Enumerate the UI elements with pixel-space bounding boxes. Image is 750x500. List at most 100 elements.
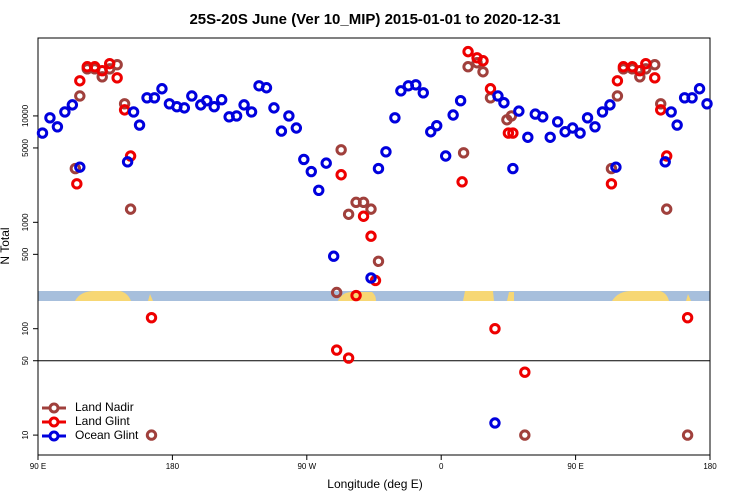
point [681,311,694,324]
y-tick-label: 10000 [21,104,30,127]
point [111,72,123,84]
point [589,121,601,133]
point [477,66,489,78]
point [59,106,71,118]
point [365,272,377,284]
point [611,75,624,87]
point [71,178,83,190]
point [513,105,525,117]
map-strip [38,291,710,301]
x-tick-label: 90 E [30,462,46,471]
land-strip [507,292,514,301]
point [492,90,504,102]
point [230,110,243,122]
point [659,156,671,168]
point [290,122,303,134]
point [335,169,347,181]
point [118,98,131,110]
point [551,116,564,128]
point [145,311,158,324]
point [96,65,108,77]
point [121,156,134,168]
point [133,119,146,131]
point [693,83,706,95]
point [36,127,49,139]
point [447,109,459,121]
land-strip [463,291,494,301]
y-tick-label: 50 [21,356,30,365]
point [581,112,594,124]
point [655,98,667,110]
y-tick-label: 100 [21,321,30,335]
point [462,61,474,73]
point [544,131,556,143]
point [148,92,161,104]
point [357,210,370,222]
legend-marker [48,416,60,428]
land-strip [612,291,669,301]
point [327,250,340,262]
point [380,146,392,158]
point [484,83,497,95]
point [596,106,609,118]
point [489,417,501,429]
y-tick-label: 10 [21,430,30,439]
point [330,286,343,299]
plot-frame [37,37,711,456]
point [127,106,140,118]
point [671,119,683,131]
point [260,82,273,94]
point [686,92,698,104]
point [365,230,377,242]
legend-marker [48,430,60,442]
y-tick-label: 500 [21,247,30,261]
point [502,127,515,139]
point [178,102,191,114]
point [439,150,452,162]
point [498,97,510,109]
point [342,208,355,220]
point [507,162,519,175]
point [66,99,79,111]
point [456,176,468,188]
x-tick-label: 180 [703,462,717,471]
x-tick-label: 180 [166,462,180,471]
point [477,55,489,67]
point [245,106,258,118]
point [605,178,618,190]
y-tick-label: 1000 [21,213,30,231]
point [665,106,677,118]
point [238,99,250,111]
point [201,95,213,107]
point [342,352,355,364]
land-strip [686,294,691,301]
point [454,95,467,107]
point [74,75,86,87]
point [357,196,370,209]
point [313,184,325,196]
point [372,255,385,268]
point [208,101,220,113]
point [611,90,624,102]
legend-marker [48,402,60,414]
point [283,110,295,122]
point [457,147,470,159]
x-tick-label: 0 [439,462,444,471]
point [330,344,343,356]
point [489,323,501,335]
point [681,429,694,441]
x-axis-label: Longitude (deg E) [327,477,422,491]
point [522,131,534,143]
point [471,57,483,69]
point [74,90,86,102]
point [537,111,549,123]
point [610,161,622,173]
point [519,366,531,378]
x-tick-label: 90 E [567,462,583,471]
point [268,102,280,114]
point [320,157,332,169]
land-strip [148,294,153,301]
chart-title: 25S-20S June (Ver 10_MIP) 2015-01-01 to … [189,11,560,28]
point [350,289,362,302]
